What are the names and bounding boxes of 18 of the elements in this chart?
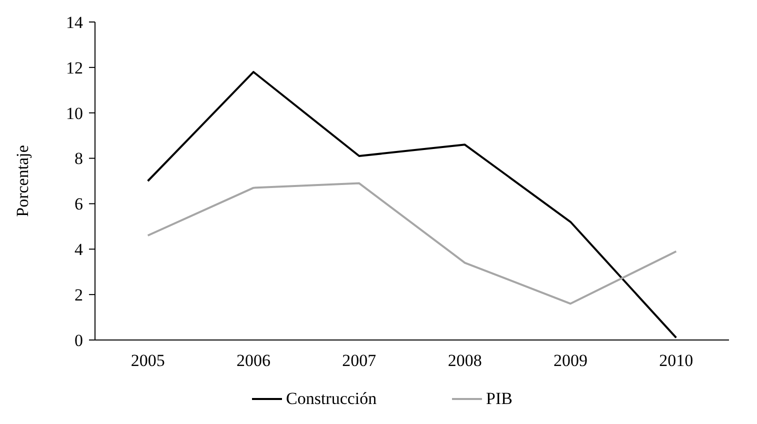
- y-tick-label: 8: [74, 149, 83, 168]
- legend-label: Construcción: [286, 389, 378, 408]
- line-series: [146, 182, 678, 305]
- x-tick-label: 2009: [554, 351, 588, 370]
- y-tick-label: 0: [74, 330, 83, 350]
- x-tick-label: 2005: [130, 351, 165, 370]
- x-tick-label: 2008: [448, 351, 482, 370]
- legend-label: PIB: [486, 389, 512, 408]
- y-tick-label: 4: [74, 240, 84, 260]
- y-tick-label: 6: [74, 194, 83, 214]
- y-tick-label: 12: [66, 58, 83, 78]
- y-axis-title: Porcentaje: [13, 145, 32, 217]
- y-tick-label: 2: [74, 286, 83, 305]
- x-tick-label: 2010: [659, 351, 694, 370]
- x-tick-label: 2007: [342, 351, 377, 370]
- x-tick-label: 2006: [236, 351, 270, 370]
- y-tick-label: 14: [66, 12, 84, 32]
- y-tick-label: 10: [66, 104, 83, 123]
